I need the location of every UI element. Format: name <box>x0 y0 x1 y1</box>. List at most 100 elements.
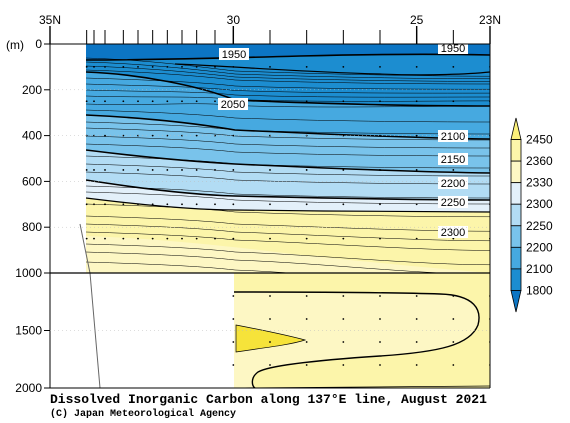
station-dot <box>214 203 216 206</box>
station-dot <box>151 134 154 137</box>
station-dot <box>379 341 381 343</box>
station-dot <box>195 169 198 171</box>
station-dot <box>379 364 381 366</box>
station-dot <box>415 134 418 137</box>
station-dot <box>379 169 381 171</box>
station-dot <box>415 318 418 320</box>
station-dot <box>214 100 216 103</box>
station-dot <box>232 364 235 366</box>
station-dots-lower <box>232 295 490 366</box>
station-dot <box>93 169 95 171</box>
chart-title: Dissolved Inorganic Carbon along 137°E l… <box>50 392 487 407</box>
colorbar-label-4: 2250 <box>526 219 553 233</box>
y-tick-label-3: 600 <box>22 174 42 188</box>
colorbar-label-6: 2100 <box>526 262 553 276</box>
station-dot <box>93 237 95 240</box>
station-dot <box>195 203 198 206</box>
station-dot <box>269 341 271 343</box>
thin-contour-20 <box>85 215 490 232</box>
station-dot <box>166 100 169 103</box>
station-dot <box>342 134 345 137</box>
y-tick-label-4: 800 <box>22 220 42 234</box>
contour-label-6: 2250 <box>441 197 465 209</box>
x-tick-label-2: 25 <box>410 13 424 27</box>
station-dot <box>166 134 169 137</box>
colorbar-label-2: 2330 <box>526 176 553 190</box>
station-dot <box>166 66 169 68</box>
station-dot <box>452 295 455 297</box>
station-dot <box>452 318 455 320</box>
station-dot <box>415 169 418 171</box>
station-dot <box>305 66 308 68</box>
station-dot <box>232 203 235 206</box>
station-dot <box>342 66 345 68</box>
thin-contour-6 <box>85 89 490 98</box>
station-dot <box>137 100 139 103</box>
station-dot <box>181 237 183 240</box>
station-dot <box>342 169 345 171</box>
station-dot <box>104 203 106 206</box>
top-station-ticks <box>49 26 491 44</box>
station-dot <box>415 66 418 68</box>
y-tick-label-6: 1500 <box>15 324 42 338</box>
colorbar-segment-4 <box>510 203 522 227</box>
station-dot <box>379 295 381 297</box>
station-dot <box>151 100 154 103</box>
thin-contour-3 <box>85 69 490 85</box>
station-dot <box>85 203 88 206</box>
contour-label-0: 1950 <box>222 49 246 61</box>
station-dot <box>232 295 235 297</box>
thin-contour-23 <box>85 243 490 266</box>
contour-label-bg-6 <box>438 196 468 208</box>
thin-contour-21 <box>85 223 490 242</box>
station-dot <box>269 66 271 68</box>
colorbar-segment-7 <box>510 268 522 291</box>
station-dot <box>342 318 345 320</box>
station-dot <box>195 134 198 137</box>
station-dot <box>181 203 183 206</box>
contour-label-bg-1 <box>438 42 468 54</box>
station-dot <box>166 237 169 240</box>
station-dot <box>305 318 308 320</box>
station-dot <box>342 203 345 206</box>
thin-contour-1 <box>85 61 490 80</box>
station-dots-upper <box>85 66 490 240</box>
thin-contour-0 <box>85 57 490 77</box>
contour-labels: 1950 1950 2050 2100 2150 2200 2250 2300 <box>218 42 468 239</box>
station-dot <box>93 66 95 68</box>
contour-label-7: 2300 <box>441 227 465 239</box>
colorbar-label-7: 1800 <box>526 283 553 297</box>
station-dot <box>85 100 88 103</box>
y-tick-label-7: 2000 <box>15 381 42 395</box>
station-dot <box>452 237 455 240</box>
station-dot <box>85 66 88 68</box>
station-dot <box>151 203 154 206</box>
station-dot <box>415 203 418 206</box>
station-dot <box>415 295 418 297</box>
station-dot <box>232 237 235 240</box>
station-dot <box>452 169 455 171</box>
station-dot <box>104 237 106 240</box>
colorbar-label-0: 2450 <box>526 133 553 147</box>
station-dot <box>415 237 418 240</box>
contour-label-bg-4 <box>438 153 468 165</box>
colorbar-label-3: 2300 <box>526 197 553 211</box>
station-dot <box>452 341 455 343</box>
station-dot <box>379 318 381 320</box>
station-dot <box>151 237 154 240</box>
station-dot <box>104 100 106 103</box>
station-dot <box>232 134 235 137</box>
station-dot <box>305 364 308 366</box>
station-dot <box>181 169 183 171</box>
station-dot <box>93 203 95 206</box>
station-dot <box>452 364 455 366</box>
thin-contour-15 <box>85 163 490 177</box>
station-dot <box>122 100 125 103</box>
contour-label-5: 2200 <box>441 178 465 190</box>
colorbar-cap-top <box>510 117 522 140</box>
bottom-line-upper <box>79 223 91 273</box>
x-tick-label-0: 35N <box>39 13 61 27</box>
contour-label-4: 2150 <box>441 154 465 166</box>
colorbar-segment-1 <box>510 139 522 162</box>
